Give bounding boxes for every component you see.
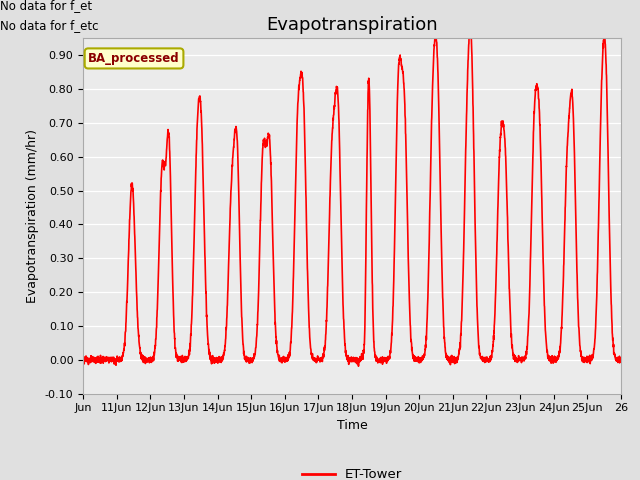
Text: No data for f_etc: No data for f_etc xyxy=(0,19,99,32)
Text: BA_processed: BA_processed xyxy=(88,52,180,65)
X-axis label: Time: Time xyxy=(337,419,367,432)
Legend: ET-Tower: ET-Tower xyxy=(296,463,408,480)
Title: Evapotranspiration: Evapotranspiration xyxy=(266,16,438,34)
Text: No data for f_et: No data for f_et xyxy=(0,0,92,12)
Y-axis label: Evapotranspiration (mm/hr): Evapotranspiration (mm/hr) xyxy=(26,129,39,303)
